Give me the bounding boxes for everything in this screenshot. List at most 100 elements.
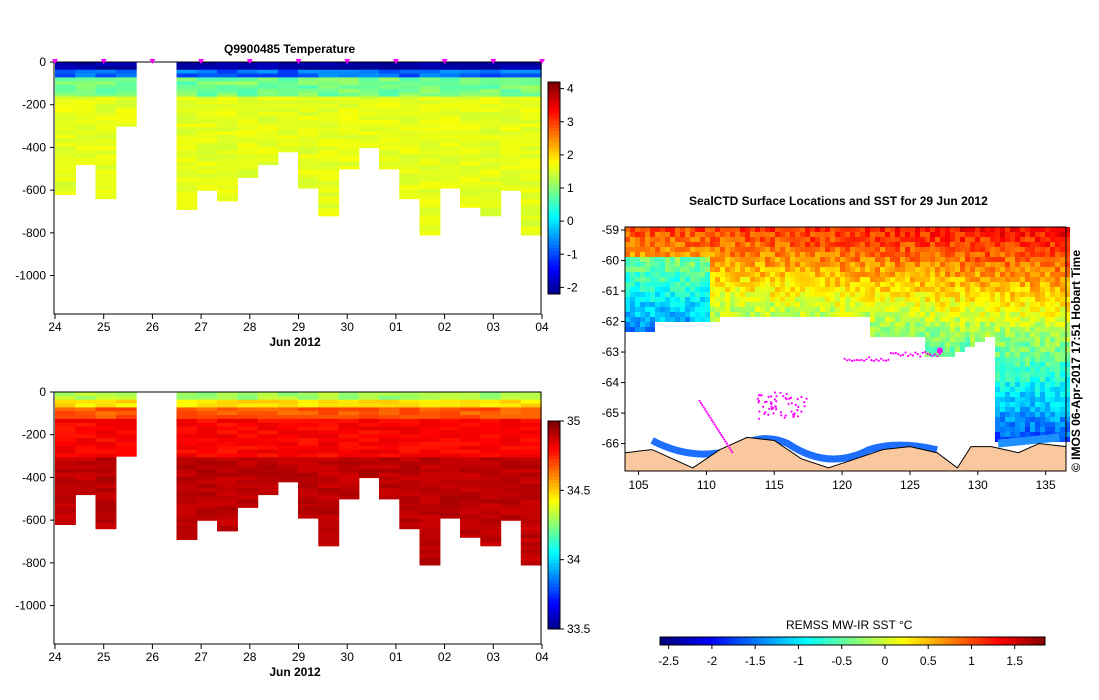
sst-cell	[625, 252, 630, 257]
sst-cell	[1025, 282, 1030, 287]
data-cell	[480, 438, 502, 443]
sst-cell	[1060, 387, 1065, 392]
sst-cell	[790, 227, 795, 232]
sst-cell	[1050, 337, 1055, 342]
y-tick-label: -400	[22, 470, 46, 484]
seal-location	[710, 419, 713, 422]
data-cell	[439, 411, 461, 416]
sst-cell	[725, 282, 730, 287]
sst-cell	[675, 257, 680, 262]
data-cell	[115, 112, 137, 117]
sst-cell	[995, 422, 1000, 427]
sst-cell	[675, 232, 680, 237]
sst-cell	[1035, 297, 1040, 302]
colorbar-segment	[548, 590, 560, 595]
sst-cell	[1045, 322, 1050, 327]
sst-cell	[995, 252, 1000, 257]
sst-cell	[690, 227, 695, 232]
sst-cell	[750, 262, 755, 267]
colorbar-segment	[915, 637, 921, 645]
sst-cell	[885, 292, 890, 297]
seal-location	[843, 357, 846, 360]
data-cell	[318, 81, 340, 86]
colorbar-segment	[780, 637, 786, 645]
data-cell	[257, 100, 279, 105]
sst-cell	[1005, 432, 1010, 437]
data-cell	[379, 119, 400, 125]
data-cell	[520, 227, 542, 232]
sst-cell	[770, 277, 775, 282]
data-cell	[379, 476, 400, 481]
sst-cell	[850, 247, 855, 252]
colorbar-segment	[548, 618, 560, 623]
colorbar-segment	[958, 637, 964, 645]
sst-cell	[635, 322, 640, 327]
sst-cell	[830, 277, 835, 282]
data-cell	[500, 100, 522, 105]
colorbar-tick-label: 4	[567, 82, 574, 96]
data-cell	[55, 108, 76, 113]
sst-cell	[850, 292, 855, 297]
sst-cell	[720, 282, 725, 287]
sst-cell	[985, 312, 990, 317]
sst-cell	[670, 262, 675, 267]
sst-cell	[740, 277, 745, 282]
data-cell	[460, 403, 481, 408]
sst-cell	[1020, 272, 1025, 277]
sst-cell	[1055, 422, 1060, 427]
sst-cell	[1060, 367, 1065, 372]
data-cell	[237, 399, 259, 405]
colorbar-segment	[548, 223, 560, 228]
sst-cell	[1010, 272, 1015, 277]
sst-cell	[1005, 417, 1010, 422]
data-cell	[176, 138, 198, 144]
data-cell	[196, 69, 218, 75]
data-cell	[217, 135, 238, 140]
data-cell	[500, 108, 522, 113]
sst-cell	[940, 337, 945, 342]
sst-cell	[675, 302, 680, 307]
sst-cell	[1005, 252, 1010, 257]
colorbar-segment	[814, 637, 820, 645]
seal-location	[774, 405, 777, 408]
sst-cell	[670, 317, 675, 322]
sst-cell	[985, 332, 990, 337]
sst-cell	[965, 282, 970, 287]
data-cell	[439, 434, 461, 439]
sst-cell	[865, 262, 870, 267]
data-cell	[176, 85, 198, 90]
sst-cell	[1015, 347, 1020, 352]
sst-cell	[1065, 342, 1070, 347]
colorbar-segment	[548, 583, 560, 588]
colorbar-segment	[548, 244, 560, 249]
sst-cell	[925, 347, 930, 352]
sst-cell	[625, 292, 630, 297]
data-cell	[55, 112, 76, 117]
sst-cell	[780, 292, 785, 297]
sst-cell	[855, 257, 860, 262]
data-cell	[460, 468, 481, 474]
data-cell	[196, 185, 218, 190]
data-cell	[176, 62, 198, 67]
data-cell	[460, 173, 481, 178]
sst-cell	[1005, 327, 1010, 332]
data-cell	[419, 491, 441, 497]
data-cell	[358, 92, 380, 98]
sst-cell	[715, 262, 720, 267]
data-cell	[520, 430, 542, 435]
sst-cell	[935, 287, 940, 292]
data-cell	[338, 146, 360, 151]
sst-cell	[1055, 302, 1060, 307]
data-cell	[358, 411, 380, 416]
sst-cell	[880, 317, 885, 322]
sst-cell	[840, 237, 845, 242]
data-cell	[95, 77, 117, 82]
data-cell	[298, 461, 319, 466]
sst-cell	[890, 302, 895, 307]
sst-cell	[1010, 387, 1015, 392]
data-cell	[75, 395, 97, 401]
data-cell	[520, 85, 542, 90]
sst-cell	[1060, 247, 1065, 252]
data-cell	[298, 453, 319, 458]
sst-cell	[820, 242, 825, 247]
